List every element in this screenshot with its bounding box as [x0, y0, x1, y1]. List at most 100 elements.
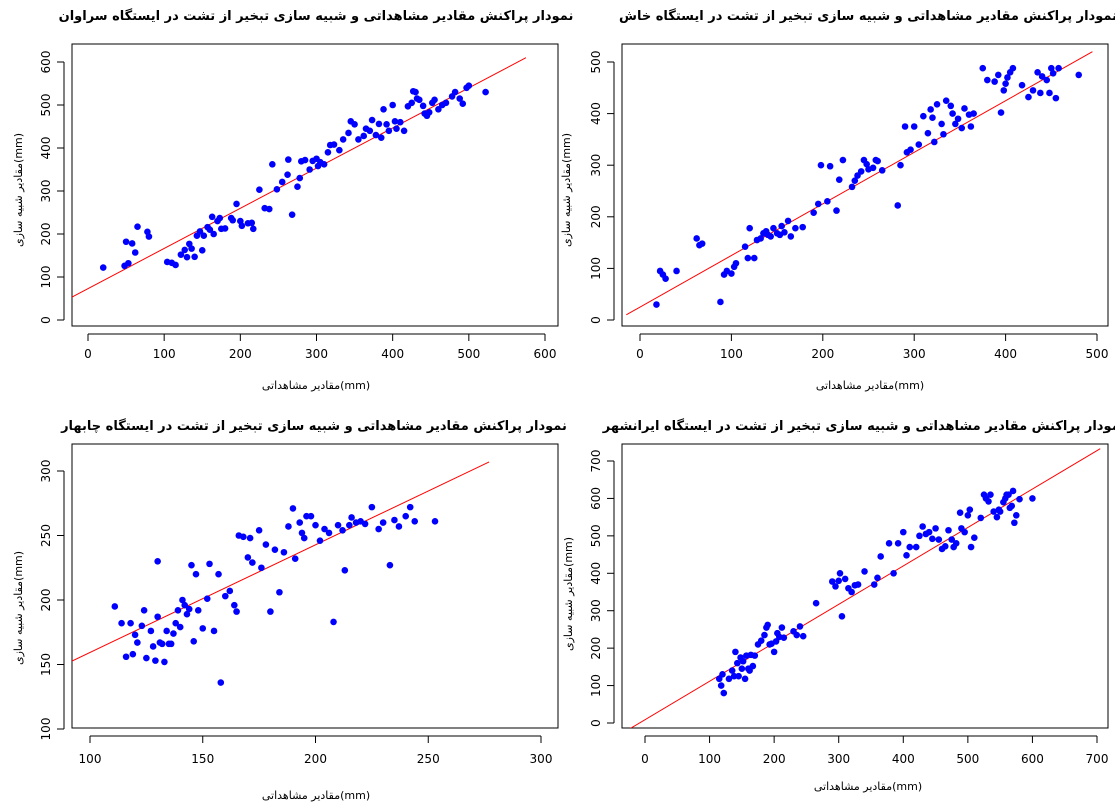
data-point	[307, 512, 315, 520]
data-point	[118, 619, 125, 627]
data-point	[961, 105, 968, 112]
data-point	[341, 567, 349, 574]
y-tick-label: 250	[39, 524, 53, 547]
data-point	[391, 516, 398, 524]
data-point	[961, 528, 968, 536]
data-point	[149, 643, 157, 650]
data-point	[285, 523, 292, 530]
data-point	[764, 621, 771, 629]
data-point	[249, 225, 257, 233]
data-point	[210, 627, 218, 635]
data-point	[181, 601, 189, 609]
x-tick-label: 100	[153, 347, 176, 361]
x-tick-label: 700	[1086, 752, 1109, 766]
data-point	[761, 631, 768, 639]
data-point	[757, 235, 764, 242]
data-point	[179, 596, 186, 604]
data-point	[848, 183, 856, 191]
data-point	[851, 177, 859, 184]
scatter-chart-1: نمودار پراکنش مقادیر مشاهداتی و شبیه ساز…	[12, 8, 573, 392]
data-point	[377, 134, 385, 141]
data-point	[1008, 502, 1016, 510]
y-tick-label: 500	[589, 524, 603, 547]
data-point	[749, 662, 757, 670]
data-point	[298, 529, 306, 537]
y-tick-label: 200	[589, 637, 603, 660]
data-point	[408, 99, 416, 107]
data-point	[739, 657, 747, 665]
data-point	[833, 207, 840, 214]
x-tick-label: 400	[381, 347, 404, 361]
data-point	[278, 178, 286, 186]
data-point	[828, 578, 836, 585]
x-tick-label: 100	[698, 752, 721, 766]
data-point	[131, 631, 139, 639]
data-point	[383, 121, 390, 128]
x-axis-label: مقادیر مشاهداتی(mm)	[262, 379, 370, 392]
data-point	[991, 78, 998, 85]
data-point	[1034, 69, 1041, 76]
data-point	[154, 613, 161, 621]
data-point	[1029, 495, 1036, 502]
chart-title: نمودار پراکنش مقادیر مشاهداتی و شبیه ساز…	[60, 418, 567, 434]
data-point	[894, 202, 902, 209]
data-point	[778, 222, 785, 230]
y-axis-label: مقادیر شبیه سازی(mm)	[12, 551, 25, 665]
x-tick-label: 0	[84, 347, 92, 361]
data-point	[248, 219, 256, 227]
data-point	[836, 569, 844, 577]
data-point	[210, 230, 217, 238]
data-point	[899, 528, 907, 536]
scatter-chart-3: نمودار پراکنش مقادیر مشاهداتی و شبیه ساز…	[12, 418, 567, 802]
data-point	[967, 123, 975, 130]
x-tick-label: 200	[763, 752, 786, 766]
data-point	[258, 564, 265, 572]
x-tick-label: 300	[530, 752, 553, 766]
data-point	[183, 253, 191, 261]
x-tick-label: 150	[191, 752, 214, 766]
data-point	[996, 508, 1004, 515]
plot-frame	[71, 443, 559, 729]
x-tick-label: 100	[720, 347, 743, 361]
data-point	[929, 535, 936, 543]
data-point	[143, 654, 150, 662]
y-tick-label: 100	[39, 718, 53, 741]
x-tick-label: 600	[1021, 752, 1044, 766]
data-point	[653, 301, 660, 308]
x-tick-label: 100	[79, 752, 102, 766]
data-point	[792, 224, 799, 232]
data-point	[780, 634, 788, 641]
data-point	[940, 130, 947, 138]
x-tick-label: 400	[994, 347, 1017, 361]
data-point	[870, 581, 878, 588]
data-point	[325, 529, 333, 537]
data-point	[947, 102, 955, 110]
data-point	[419, 102, 427, 110]
data-point	[465, 82, 473, 89]
x-tick-label: 500	[1086, 347, 1109, 361]
data-point	[127, 619, 134, 627]
data-point	[280, 548, 288, 556]
data-point	[140, 607, 148, 614]
data-point	[246, 534, 254, 542]
data-point	[977, 514, 985, 522]
data-point	[216, 214, 224, 222]
x-tick-label: 250	[417, 752, 440, 766]
data-point	[442, 99, 450, 107]
y-tick-label: 300	[39, 460, 53, 483]
data-point	[1046, 89, 1053, 97]
data-point	[233, 608, 240, 615]
data-point	[919, 523, 926, 530]
y-tick-label: 500	[39, 94, 53, 117]
data-point	[1052, 94, 1060, 102]
data-point	[267, 608, 274, 615]
data-point	[728, 667, 736, 674]
data-point	[294, 183, 301, 190]
data-point	[316, 537, 324, 544]
data-point	[994, 71, 1002, 79]
y-tick-label: 400	[39, 137, 53, 160]
data-point	[948, 536, 956, 543]
data-point	[296, 174, 304, 182]
data-point	[985, 498, 992, 505]
data-point	[941, 543, 949, 550]
